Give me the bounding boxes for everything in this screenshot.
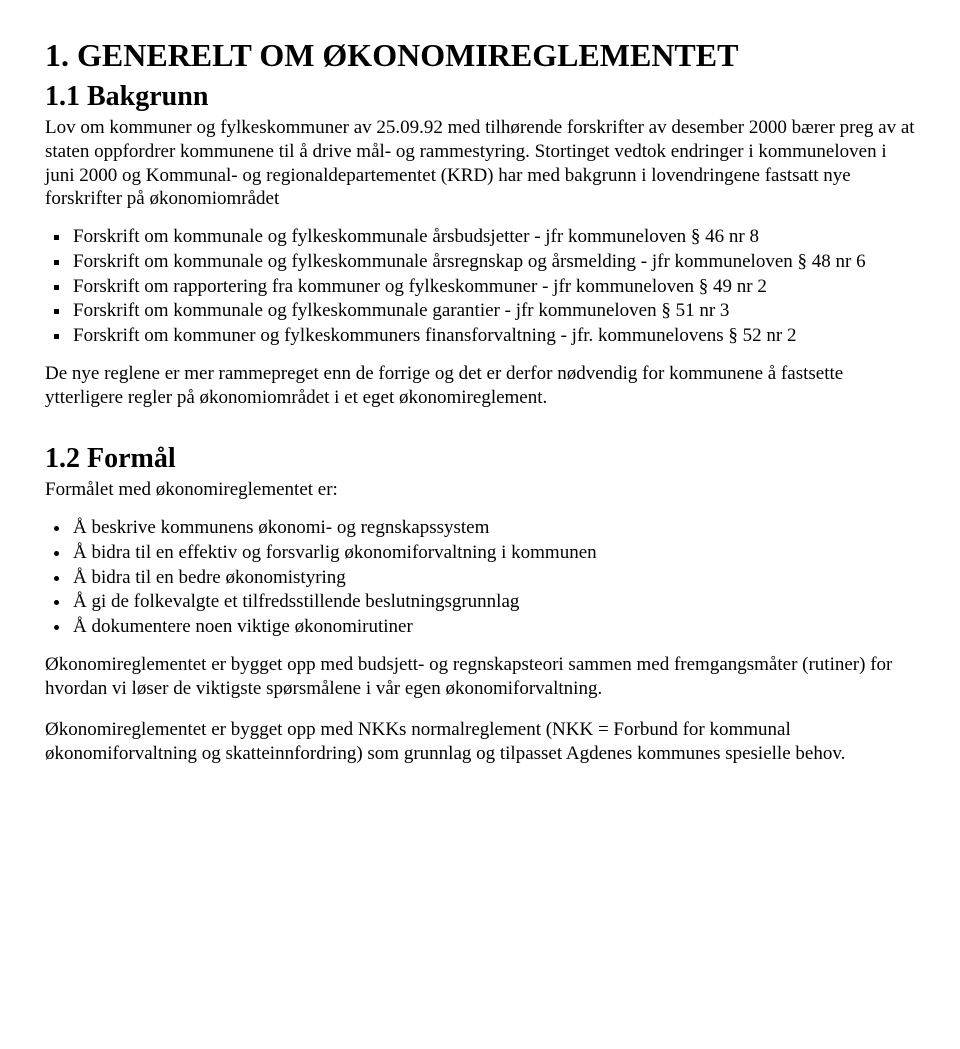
list-item: Forskrift om kommunale og fylkeskommunal… <box>71 250 915 274</box>
list-item: Å gi de folkevalgte et tilfredsstillende… <box>71 590 915 614</box>
list-item: Å beskrive kommunens økonomi- og regnska… <box>71 516 915 540</box>
paragraph-3-sec-1-2: Økonomireglementet er bygget opp med NKK… <box>45 718 915 766</box>
paragraph-intro-1-1: Lov om kommuner og fylkeskommuner av 25.… <box>45 116 915 211</box>
list-item: Forskrift om kommunale og fylkeskommunal… <box>71 225 915 249</box>
list-item: Forskrift om kommuner og fylkeskommuners… <box>71 324 915 348</box>
paragraph-closing-1-1: De nye reglene er mer rammepreget enn de… <box>45 362 915 410</box>
list-item: Forskrift om kommunale og fylkeskommunal… <box>71 299 915 323</box>
heading-1: 1. GENERELT OM ØKONOMIREGLEMENTET <box>45 35 915 75</box>
bullet-list-forskrifter: Forskrift om kommunale og fylkeskommunal… <box>45 225 915 348</box>
list-item: Forskrift om rapportering fra kommuner o… <box>71 275 915 299</box>
list-item: Å dokumentere noen viktige økonomirutine… <box>71 615 915 639</box>
heading-1-1: 1.1 Bakgrunn <box>45 79 915 114</box>
paragraph-intro-1-2: Formålet med økonomireglementet er: <box>45 478 915 502</box>
paragraph-2-sec-1-2: Økonomireglementet er bygget opp med bud… <box>45 653 915 701</box>
heading-1-2: 1.2 Formål <box>45 441 915 476</box>
list-item: Å bidra til en effektiv og forsvarlig øk… <box>71 541 915 565</box>
list-item: Å bidra til en bedre økonomistyring <box>71 566 915 590</box>
bullet-list-formal: Å beskrive kommunens økonomi- og regnska… <box>45 516 915 639</box>
